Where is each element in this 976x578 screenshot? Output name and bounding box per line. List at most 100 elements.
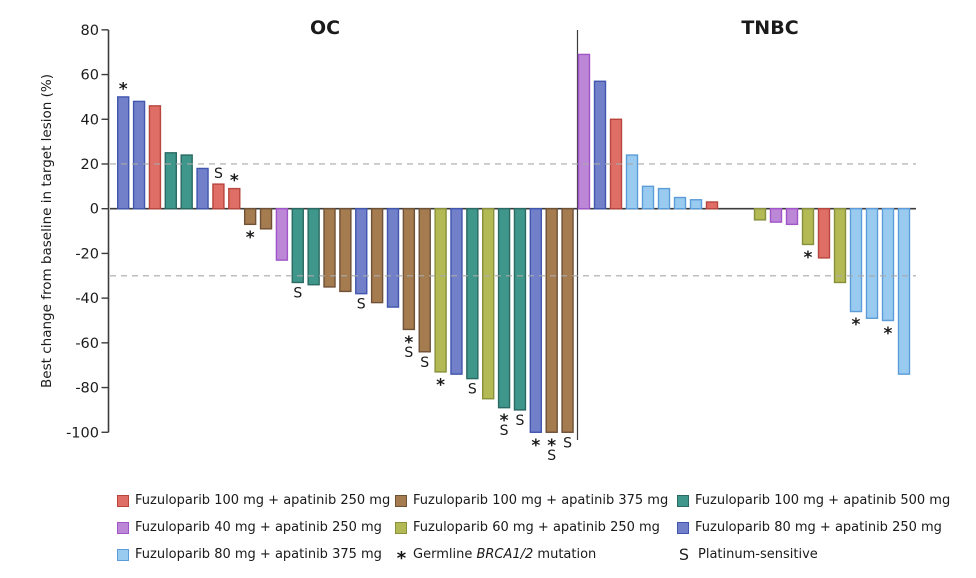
y-axis-title: Best change from baseline in target lesi… [39, 74, 55, 388]
brca-star-annotation: * [500, 411, 509, 431]
bar [116, 96, 130, 210]
bar [881, 207, 895, 322]
y-tick-label: -60 [75, 336, 99, 352]
bar [801, 207, 815, 246]
platinum-s-annotation: S [420, 355, 429, 371]
brca-star-annotation: * [804, 248, 813, 268]
legend-item: Fuzuloparib 80 mg + apatinib 375 mg [117, 541, 395, 568]
bar [817, 207, 831, 259]
bar [434, 207, 447, 373]
bar [753, 207, 767, 221]
legend-item: Fuzuloparib 60 mg + apatinib 250 mg [395, 514, 677, 541]
bar [561, 207, 574, 433]
bar [323, 207, 336, 288]
legend-swatch-fz60_ap250 [395, 521, 407, 534]
brca-star-annotation: * [547, 436, 556, 456]
bar [497, 207, 511, 409]
bar [897, 207, 911, 375]
bar [402, 207, 416, 331]
bar [625, 154, 639, 210]
platinum-s-annotation: S [516, 413, 525, 429]
legend-swatch-fz40_ap250 [117, 521, 129, 534]
legend-label: Platinum-sensitive [698, 547, 818, 562]
bar [673, 196, 687, 210]
bar [577, 53, 591, 210]
legend-swatch-fz100_ap375 [395, 494, 407, 507]
bar [705, 201, 719, 210]
brca-star-annotation: * [531, 436, 540, 456]
bar [529, 207, 543, 433]
bar [657, 187, 671, 210]
y-tick-label: 40 [81, 112, 99, 128]
bar [769, 207, 783, 223]
bar [865, 207, 879, 319]
legend-label: Fuzuloparib 80 mg + apatinib 250 mg [695, 520, 942, 535]
waterfall-chart: 80 60 40 20 0 -20 -40 -60 -80 -100 Best change fro… [39, 17, 916, 464]
legend-item: Fuzuloparib 100 mg + apatinib 500 mg [677, 487, 976, 514]
y-tick-label: -40 [75, 291, 99, 307]
brca-star-annotation: * [884, 324, 893, 344]
bar [275, 207, 289, 261]
bar [291, 207, 304, 284]
legend-label: Fuzuloparib 100 mg + apatinib 375 mg [413, 493, 669, 508]
legend-item: Fuzuloparib 100 mg + apatinib 250 mg [117, 487, 395, 514]
bar [228, 187, 241, 210]
legend-item: Fuzuloparib 100 mg + apatinib 375 mg [395, 487, 677, 514]
legend-item: S Platinum-sensitive [677, 541, 976, 568]
y-tick-label: -100 [66, 425, 99, 441]
platinum-s-annotation: S [357, 297, 366, 313]
bar [482, 207, 495, 400]
legend-label: Fuzuloparib 60 mg + apatinib 250 mg [413, 520, 660, 535]
bar [513, 207, 527, 411]
legend-label: Fuzuloparib 80 mg + apatinib 375 mg [135, 547, 382, 562]
bar [148, 105, 162, 210]
bar [833, 207, 847, 284]
bar [418, 207, 431, 353]
legend-item: * Germline BRCA1/2 mutation [395, 541, 677, 569]
brca-star-annotation: * [230, 171, 239, 191]
bar [386, 207, 400, 308]
legend-swatch-fz100_ap250 [117, 494, 129, 507]
legend-label: Germline BRCA1/2 mutation [413, 547, 597, 562]
bar [450, 207, 463, 375]
brca-star-annotation: * [246, 228, 255, 248]
bar [355, 207, 368, 295]
legend-item: Fuzuloparib 40 mg + apatinib 250 mg [117, 514, 395, 541]
bar [307, 207, 320, 286]
platinum-s-annotation: S [293, 285, 302, 301]
bar [259, 207, 273, 230]
bar [785, 207, 799, 226]
brca-star-annotation: * [119, 79, 128, 99]
y-tick-label: 60 [81, 68, 99, 84]
legend-label: Fuzuloparib 40 mg + apatinib 250 mg [135, 520, 382, 535]
y-tick-label: 20 [81, 157, 99, 173]
platinum-s-annotation: S [468, 382, 477, 398]
y-tick-label: 80 [81, 23, 99, 39]
platinum-s-annotation: S [547, 448, 556, 464]
platinum-s-annotation: S [214, 166, 223, 182]
bar [689, 199, 703, 210]
bar [132, 100, 146, 210]
legend-label: Fuzuloparib 100 mg + apatinib 250 mg [135, 493, 391, 508]
y-tick-label: 0 [90, 202, 99, 218]
brca-star-annotation: * [852, 315, 861, 335]
bar [370, 207, 384, 304]
bar [545, 207, 558, 433]
y-tick-label: -80 [75, 381, 99, 397]
bar [641, 185, 655, 210]
legend-swatch-fz100_ap500 [677, 494, 689, 507]
bar [164, 152, 178, 210]
panel-title-tnbc: TNBC [741, 17, 798, 39]
legend-swatch-fz80_ap375 [117, 548, 129, 561]
legend-label: Fuzuloparib 100 mg + apatinib 500 mg [695, 493, 951, 508]
platinum-s-icon: S [678, 545, 690, 564]
platinum-s-annotation: S [404, 345, 413, 361]
legend: Fuzuloparib 100 mg + apatinib 250 mg Fuzu… [117, 487, 976, 569]
brca-star-annotation: * [436, 375, 445, 395]
y-tick-label: -20 [75, 246, 99, 262]
bar [849, 207, 863, 313]
bar [180, 154, 193, 210]
legend-swatch-fz80_ap250 [677, 521, 689, 534]
bar [593, 80, 607, 210]
bar [243, 207, 257, 226]
